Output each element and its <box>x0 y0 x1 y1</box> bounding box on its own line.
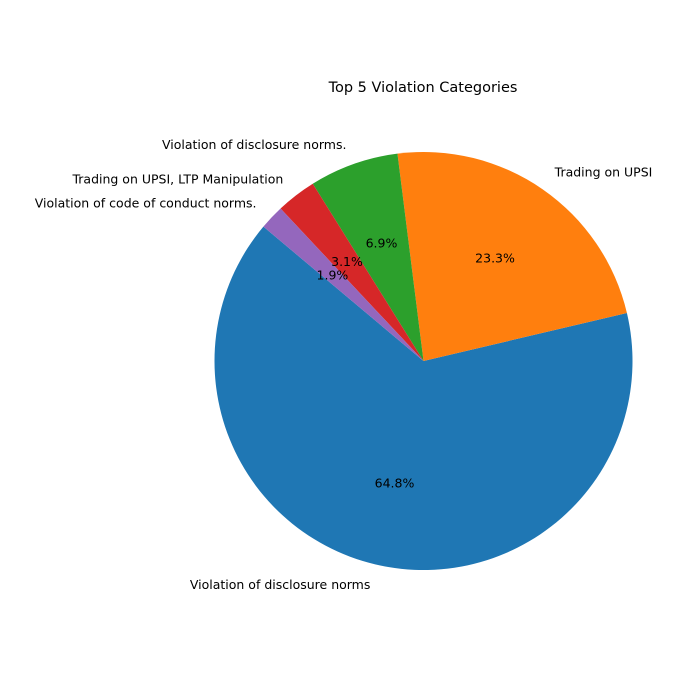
slice-label-trading-on-upsi-ltp-manipulation: Trading on UPSI, LTP Manipulation <box>71 171 283 186</box>
pie-slice-violation-of-disclosure-norms <box>214 226 633 570</box>
pie-slice-violation-of-disclosure-norms <box>312 153 424 361</box>
pie-slice-trading-on-upsi <box>397 152 627 361</box>
chart-title: Top 5 Violation Categories <box>328 80 518 96</box>
percent-label-violation-of-disclosure-norms: 6.9% <box>366 235 398 250</box>
slice-label-violation-of-disclosure-norms: Violation of disclosure norms. <box>162 137 347 152</box>
percent-label-violation-of-code-of-conduct-norms: 1.9% <box>317 267 349 282</box>
percent-label-violation-of-disclosure-norms: 64.8% <box>375 476 415 491</box>
slice-label-trading-on-upsi: Trading on UPSI <box>554 165 653 180</box>
pie-slice-trading-on-upsi-ltp-manipulation <box>280 183 424 361</box>
pie-labels: Violation of disclosure norms 64.8% Tradin… <box>35 137 653 592</box>
pie-slice-violation-of-code-of-conduct-norms <box>263 208 424 361</box>
percent-label-trading-on-upsi: 23.3% <box>475 251 515 266</box>
percent-label-trading-on-upsi-ltp-manipulation: 3.1% <box>331 254 363 269</box>
slice-label-violation-of-code-of-conduct-norms: Violation of code of conduct norms. <box>35 195 257 210</box>
pie-slices <box>214 152 633 570</box>
slice-label-violation-of-disclosure-norms: Violation of disclosure norms <box>190 577 371 592</box>
